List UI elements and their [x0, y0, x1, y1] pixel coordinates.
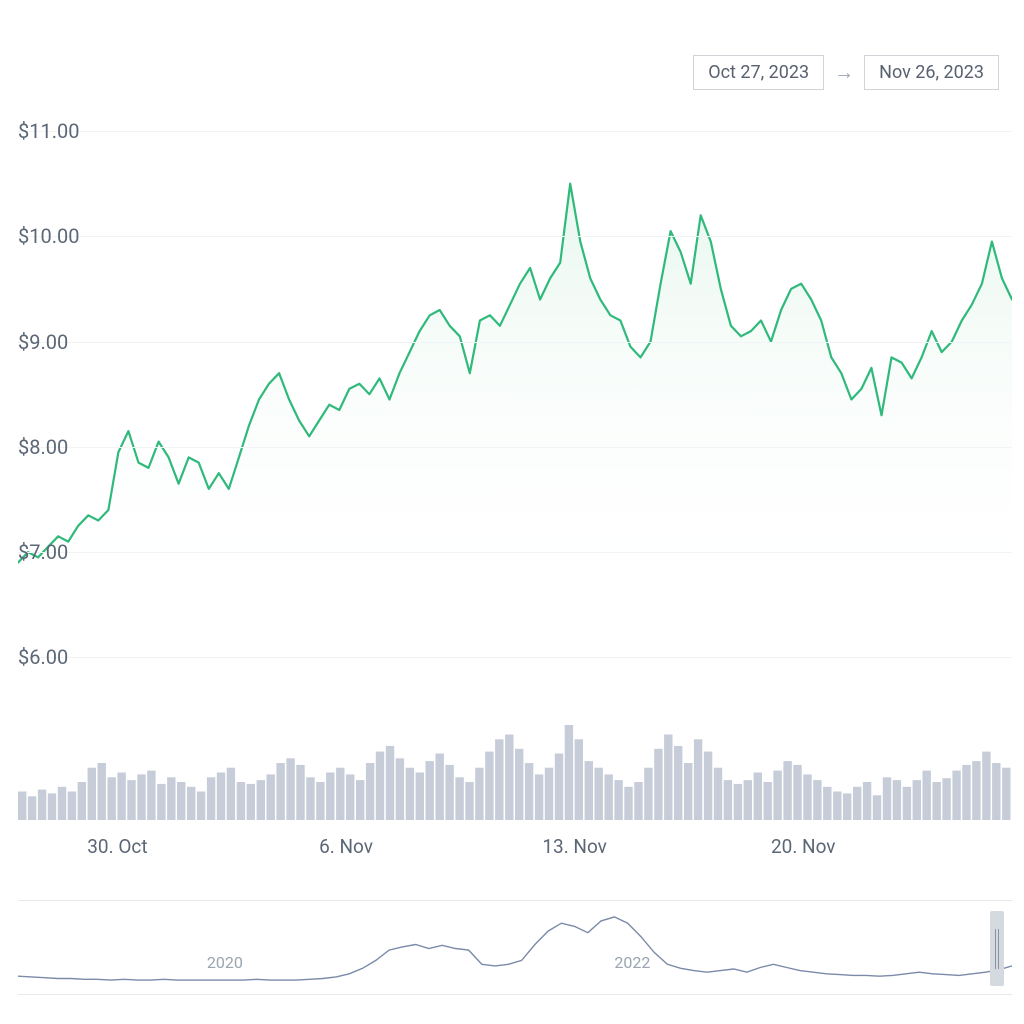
gridline — [18, 552, 1012, 553]
gridline — [18, 131, 1012, 132]
price-chart[interactable]: $6.00 $7.00 $8.00 $9.00 $10.00 $11.00 — [18, 110, 1012, 710]
date-range-selector: Oct 27, 2023 → Nov 26, 2023 — [693, 55, 999, 90]
gridline — [18, 657, 1012, 658]
overview-chart[interactable]: 2020 2022 — [18, 900, 1012, 995]
x-axis-label: 20. Nov — [771, 835, 836, 858]
y-axis-label: $10.00 — [18, 224, 79, 248]
y-axis-label: $9.00 — [18, 330, 68, 354]
y-axis-label: $8.00 — [18, 435, 68, 459]
x-axis-labels: 30. Oct 6. Nov 13. Nov 20. Nov — [18, 835, 1012, 865]
overview-year-label: 2020 — [207, 953, 243, 972]
y-axis-label: $7.00 — [18, 540, 68, 564]
price-chart-svg — [18, 110, 1012, 710]
date-start-input[interactable]: Oct 27, 2023 — [693, 55, 824, 90]
gridline — [18, 447, 1012, 448]
gridline — [18, 236, 1012, 237]
x-axis-label: 30. Oct — [87, 835, 147, 858]
date-end-input[interactable]: Nov 26, 2023 — [864, 55, 999, 90]
x-axis-label: 6. Nov — [319, 835, 373, 858]
overview-scrub-handle[interactable] — [990, 911, 1004, 986]
volume-chart[interactable] — [18, 725, 1012, 820]
y-axis-label: $6.00 — [18, 645, 68, 669]
arrow-right-icon: → — [834, 60, 854, 85]
volume-chart-svg — [18, 725, 1012, 820]
x-axis-label: 13. Nov — [542, 835, 607, 858]
overview-chart-svg — [18, 901, 1012, 996]
gridline — [18, 342, 1012, 343]
y-axis-label: $11.00 — [18, 119, 79, 143]
overview-year-label: 2022 — [614, 953, 650, 972]
